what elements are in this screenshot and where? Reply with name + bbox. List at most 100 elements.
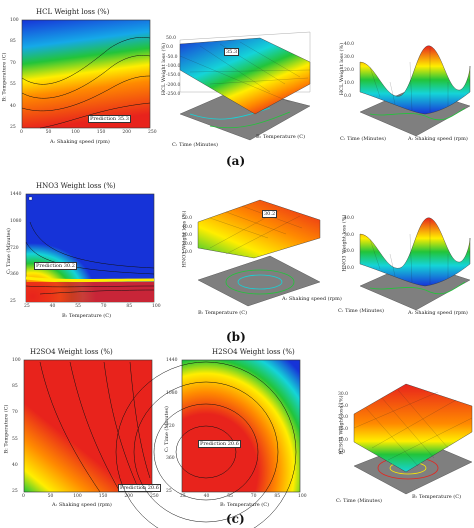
x-axis-label: B: Temperature (C): [220, 502, 270, 508]
tick-label: 85: [12, 384, 18, 390]
tick-label: 1440: [10, 192, 22, 197]
tick-label: 360: [10, 272, 19, 278]
annotation: Prediction 20.6: [198, 440, 241, 448]
tick-label: 55: [10, 82, 16, 88]
tick-label: 70: [100, 304, 107, 309]
tick-label: 200: [124, 494, 133, 499]
y-axis-label: A: Shaking speed (rpm): [282, 296, 342, 302]
tick-label: 0: [22, 494, 25, 499]
panel-a2: 35.3 HCL Weight loss (%) C: Time (Minute…: [160, 22, 320, 152]
panel-b1: HNO3 Weight loss (%) Prediction 30.2 B: …: [0, 182, 161, 322]
tick-label: 40: [203, 494, 210, 499]
tick-label: 25: [24, 304, 30, 309]
tick-label: 40: [10, 103, 16, 109]
tick-label: 100: [298, 494, 307, 499]
caption-b: (b): [226, 330, 246, 344]
y-axis-label: A: Shaking speed (rpm): [408, 310, 468, 316]
tick-label: 70: [250, 494, 257, 499]
tick-label: 30.0: [338, 392, 349, 397]
caption-c: (c): [226, 512, 245, 526]
tick-label: -150.0: [166, 73, 181, 79]
tick-label: 55: [227, 494, 233, 499]
tick-label: 85: [274, 494, 281, 499]
tick-label: 100: [12, 358, 21, 363]
tick-label: 25: [10, 125, 16, 130]
tick-label: 55: [12, 436, 18, 442]
tick-label: 70: [12, 410, 18, 416]
tick-label: 20.0: [182, 241, 193, 247]
caption-a: (a): [226, 154, 246, 168]
x-axis-label: A: Shaking speed (rpm): [52, 502, 112, 508]
surface-a3: [359, 45, 471, 137]
tick-label: 70: [10, 60, 16, 66]
annotation: 30.2: [262, 210, 278, 218]
tick-label: 50: [45, 130, 52, 135]
tick-label: 150: [96, 130, 106, 135]
tick-label: -250.0: [166, 92, 181, 97]
x-axis-label: C: Time (Minutes): [340, 136, 386, 142]
chart-title: HNO3 Weight loss (%): [36, 182, 116, 190]
panel-a3: HCL Weight loss (%) C: Time (Minutes) A:…: [330, 22, 474, 152]
tick-label: 20.0: [344, 68, 355, 73]
annotation: 35.3: [224, 48, 240, 56]
tick-label: 10.0: [182, 250, 193, 255]
tick-label: -100.0: [166, 64, 181, 69]
x-axis-label: B: Temperature (C): [198, 310, 248, 316]
tick-label: 0.0: [344, 94, 352, 99]
tick-label: 50: [47, 494, 54, 499]
z-axis-label: HNO3 Weight loss (%): [341, 214, 348, 272]
tick-label: 85: [126, 304, 133, 309]
y-axis-label: B: Temperature (C): [1, 52, 8, 102]
panel-b3: HNO3 Weight loss (%) C: Time (Minutes) A…: [330, 192, 474, 326]
tick-label: -50.0: [166, 54, 178, 60]
heatmap-c1: [23, 359, 153, 493]
tick-label: 250: [150, 494, 159, 499]
panel-c3: H2SO4 Weight loss (%) C: Time (Minutes) …: [326, 362, 474, 512]
panel-c2: H2SO4 Weight loss (%) Prediction 20.6 B:…: [115, 348, 320, 528]
y-axis-label: B: Temperature (C): [256, 134, 306, 140]
tick-label: 0.0: [166, 45, 174, 51]
x-axis-label: B: Temperature (C): [62, 313, 112, 319]
tick-label: 40.0: [182, 224, 193, 230]
chart-title: H2SO4 Weight loss (%): [30, 348, 113, 356]
tick-label: 30.0: [182, 233, 193, 238]
annotation: Prediction 35.3: [88, 115, 131, 123]
tick-label: 0: [20, 130, 23, 135]
surface-c3: [353, 383, 473, 495]
y-axis-label: B: Temperature (C): [3, 404, 10, 454]
y-axis-label: C: Time (Minutes): [163, 406, 170, 452]
tick-label: 25: [10, 299, 16, 304]
tick-label: 30.0: [344, 55, 355, 60]
tick-label: 10.0: [344, 266, 355, 271]
heatmap-b1: [25, 193, 155, 303]
x-axis-label: C: Time (Minutes): [172, 142, 218, 148]
tick-label: 100: [10, 18, 19, 23]
tick-label: 1080: [166, 390, 178, 396]
heatmap-c2: [115, 359, 301, 528]
surface-a2: [179, 31, 311, 141]
tick-label: 40.0: [344, 216, 355, 221]
panel-c1: H2SO4 Weight loss (%) Prediction 20.6 A:…: [0, 348, 161, 508]
tick-label: 10.0: [338, 438, 349, 444]
tick-label: 100: [73, 494, 82, 499]
tick-label: 85: [10, 39, 16, 45]
tick-label: 40.0: [344, 42, 355, 47]
x-axis-label: A: Shaking speed (rpm): [50, 139, 110, 145]
panel-b2: 30.2 HNO3 Weight loss (%) B: Temperature…: [170, 186, 342, 326]
tick-label: 40: [12, 462, 18, 468]
tick-label: -200.0: [166, 82, 181, 88]
chart-title: H2SO4 Weight loss (%): [212, 348, 295, 356]
tick-label: 50.0: [166, 36, 177, 41]
tick-label: 10.0: [344, 81, 355, 86]
tick-label: 100: [71, 130, 80, 135]
panel-a1: HCL Weight loss (%) Prediction 35.3 A: S…: [0, 8, 160, 148]
tick-label: 100: [152, 304, 161, 309]
tick-label: 30.0: [344, 232, 355, 238]
tick-label: 720: [166, 423, 175, 429]
tick-label: 20.0: [344, 249, 355, 255]
y-axis-label: B: Temperature (C): [412, 494, 462, 500]
tick-label: 25: [166, 489, 172, 494]
annotation: Prediction 20.6: [118, 484, 161, 492]
y-axis-label: C: Time (Minutes): [5, 228, 12, 274]
chart-title: HCL Weight loss (%): [36, 8, 110, 16]
